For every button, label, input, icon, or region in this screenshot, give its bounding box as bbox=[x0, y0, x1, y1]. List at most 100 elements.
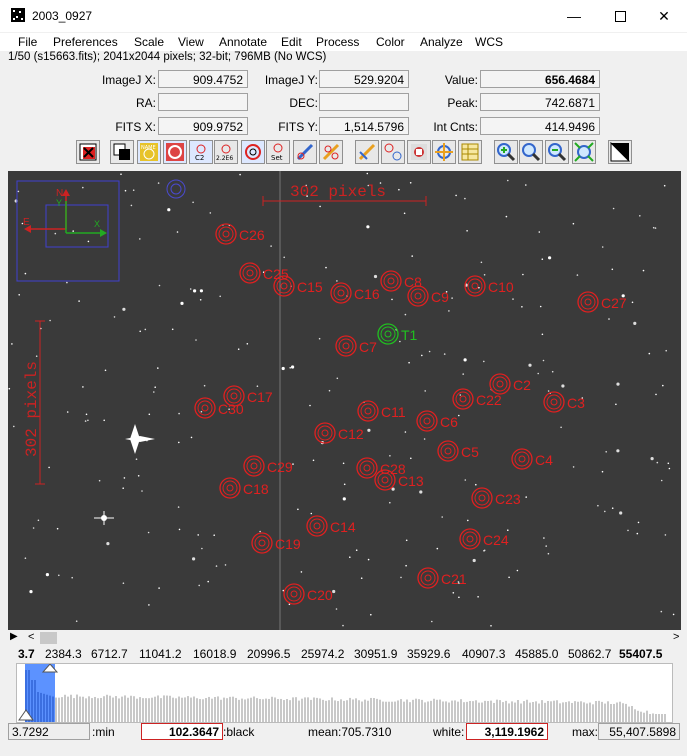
star bbox=[642, 269, 645, 272]
zoom-in-button[interactable] bbox=[494, 140, 518, 164]
aperture-c7[interactable]: C7 bbox=[335, 335, 377, 357]
black-slider-handle[interactable] bbox=[41, 663, 59, 673]
multi-aperture-button[interactable] bbox=[319, 140, 343, 164]
value-label: Value: bbox=[444, 73, 478, 87]
sky-image[interactable]: N E Y X 302 pixels 302 pixels C26 C25 C15 C… bbox=[8, 171, 681, 630]
histogram-bar bbox=[550, 701, 552, 722]
aperture-c16[interactable]: C16 bbox=[330, 282, 380, 304]
zoom-extent-button[interactable] bbox=[572, 140, 596, 164]
aperture-c25[interactable]: C25 bbox=[239, 262, 289, 284]
menu-annotate[interactable]: Annotate bbox=[219, 35, 268, 49]
histogram-plot[interactable] bbox=[17, 663, 672, 722]
aperture-c13[interactable]: C13 bbox=[374, 469, 424, 491]
aperture-ring bbox=[321, 429, 329, 437]
white-field[interactable]: 3,119.1962 bbox=[466, 723, 548, 740]
menu-process[interactable]: Process bbox=[316, 35, 360, 49]
contrast-button[interactable] bbox=[608, 140, 632, 164]
menu-scale[interactable]: Scale bbox=[134, 35, 165, 49]
aperture-c21[interactable]: C21 bbox=[417, 567, 467, 589]
aperture-settings-button[interactable] bbox=[241, 140, 265, 164]
menu-edit[interactable]: Edit bbox=[281, 35, 302, 49]
histogram-bar bbox=[223, 697, 225, 722]
aperture-c18[interactable]: C18 bbox=[219, 477, 269, 499]
histogram-bar bbox=[226, 698, 228, 722]
aperture-c9[interactable]: C9 bbox=[407, 285, 449, 307]
zoom-fit-button[interactable] bbox=[519, 140, 543, 164]
aperture-c22[interactable]: C22 bbox=[452, 388, 502, 410]
menu-wcs[interactable]: WCS bbox=[475, 35, 503, 49]
maximize-button[interactable] bbox=[597, 0, 643, 32]
menu-preferences[interactable]: Preferences bbox=[53, 35, 118, 49]
aperture-c3[interactable]: C3 bbox=[543, 391, 585, 413]
menu-file[interactable]: File bbox=[18, 35, 38, 49]
menu-color[interactable]: Color bbox=[376, 35, 405, 49]
aperture-c17[interactable]: C17 bbox=[223, 385, 273, 407]
image-canvas[interactable]: N E Y X 302 pixels 302 pixels C26 C25 C15 C… bbox=[8, 171, 681, 630]
red-aperture-button[interactable] bbox=[163, 140, 187, 164]
c2-aperture-button[interactable]: C2 bbox=[189, 140, 213, 164]
image-scrollbar[interactable]: ▶ < > bbox=[8, 630, 681, 646]
histogram-bar bbox=[346, 700, 348, 722]
star bbox=[419, 490, 423, 494]
zoom-out-button[interactable] bbox=[545, 140, 569, 164]
aperture-c10[interactable]: C10 bbox=[464, 275, 514, 297]
aperture-c23[interactable]: C23 bbox=[471, 487, 521, 509]
histogram-bar bbox=[103, 696, 105, 722]
aperture-c27[interactable]: C27 bbox=[577, 291, 627, 313]
crosshair-button[interactable] bbox=[432, 140, 456, 164]
align-button[interactable] bbox=[381, 140, 405, 164]
single-aperture-button[interactable] bbox=[293, 140, 317, 164]
black-field[interactable]: 102.3647 bbox=[141, 723, 223, 740]
plot-points-button[interactable] bbox=[407, 140, 431, 164]
aperture-c29[interactable]: C29 bbox=[243, 455, 293, 477]
clear-overlay-button[interactable] bbox=[76, 140, 100, 164]
clear-overlay-icon bbox=[79, 143, 97, 161]
minimize-button[interactable]: — bbox=[551, 0, 597, 32]
name-aperture-button[interactable]: NAME bbox=[137, 140, 161, 164]
aperture-c19[interactable]: C19 bbox=[251, 532, 301, 554]
histogram[interactable] bbox=[16, 663, 673, 723]
star bbox=[525, 184, 527, 186]
aperture-c11[interactable]: C11 bbox=[357, 400, 406, 422]
histogram-bar bbox=[175, 698, 177, 722]
aperture-c15[interactable]: C15 bbox=[273, 275, 323, 297]
scroll-right-icon[interactable]: > bbox=[673, 631, 680, 643]
histogram-bar bbox=[241, 698, 243, 722]
star bbox=[560, 426, 562, 429]
histogram-bar bbox=[412, 699, 414, 722]
invert-display-button[interactable] bbox=[110, 140, 134, 164]
min-field[interactable]: 3.7292 bbox=[8, 723, 90, 740]
aperture-c4[interactable]: C4 bbox=[511, 448, 553, 470]
magnitude-button[interactable]: 2.2E6 bbox=[214, 140, 238, 164]
play-icon[interactable]: ▶ bbox=[10, 631, 18, 642]
measure-button[interactable] bbox=[355, 140, 379, 164]
aperture-c30[interactable]: C30 bbox=[194, 397, 244, 419]
histogram-bar bbox=[133, 696, 135, 722]
menu-analyze[interactable]: Analyze bbox=[420, 35, 463, 49]
aperture-c26[interactable]: C26 bbox=[215, 223, 265, 245]
aperture-c12[interactable]: C12 bbox=[314, 422, 364, 444]
aperture-t1[interactable]: T1 bbox=[377, 323, 418, 345]
aperture-c24[interactable]: C24 bbox=[459, 528, 509, 550]
aperture-c5[interactable]: C5 bbox=[437, 440, 479, 462]
aperture-c2[interactable]: C2 bbox=[489, 373, 531, 395]
star bbox=[199, 299, 202, 301]
max-field[interactable]: 55,407.5898 bbox=[598, 723, 680, 740]
close-button[interactable]: ✕ bbox=[641, 0, 687, 32]
set-aperture-button[interactable]: Set bbox=[266, 140, 290, 164]
histogram-bar bbox=[529, 702, 531, 722]
aperture-c20[interactable]: C20 bbox=[283, 583, 333, 605]
min-slider-handle[interactable] bbox=[18, 709, 34, 721]
star bbox=[431, 620, 433, 623]
aperture-c14[interactable]: C14 bbox=[306, 515, 356, 537]
aperture-c6[interactable]: C6 bbox=[416, 410, 458, 432]
scroll-thumb[interactable] bbox=[40, 632, 57, 644]
table-button[interactable] bbox=[458, 140, 482, 164]
app-icon bbox=[11, 8, 25, 22]
histogram-bar bbox=[250, 697, 252, 722]
svg-text:Y: Y bbox=[56, 198, 62, 208]
star bbox=[193, 289, 197, 293]
scroll-left-icon[interactable]: < bbox=[28, 631, 35, 643]
aperture-ring bbox=[471, 487, 493, 509]
menu-view[interactable]: View bbox=[178, 35, 204, 49]
